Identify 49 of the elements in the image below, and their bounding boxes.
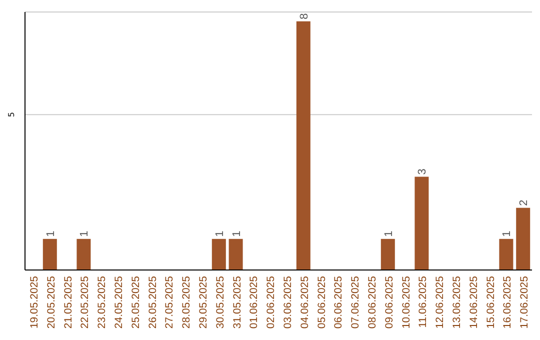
- x-tick-label: 23.05.2025: [96, 276, 108, 329]
- x-tick-label: 01.06.2025: [248, 276, 260, 329]
- bar: [414, 176, 429, 270]
- bar: [212, 238, 226, 270]
- y-tick-label: 5: [7, 112, 16, 118]
- bar: [42, 238, 57, 270]
- bar: [380, 238, 395, 270]
- data-label: 3: [416, 168, 429, 175]
- bar: [76, 238, 91, 270]
- x-tick-label: 25.05.2025: [130, 276, 142, 329]
- x-tick-label: 04.06.2025: [298, 276, 311, 329]
- x-tick-label: 07.06.2025: [350, 276, 362, 329]
- bar: [228, 238, 243, 270]
- x-tick-label: 31.05.2025: [231, 276, 244, 329]
- x-tick-label: 20.05.2025: [45, 276, 58, 329]
- x-tick-label: 24.05.2025: [112, 276, 125, 329]
- data-label: 1: [501, 230, 514, 237]
- x-tick-label: 27.05.2025: [164, 276, 176, 329]
- x-tick-label: 02.06.2025: [265, 276, 278, 329]
- x-tick-label: 30.05.2025: [214, 276, 226, 329]
- x-tick-label: 11.06.2025: [417, 276, 430, 328]
- data-label: 1: [44, 230, 57, 237]
- data-label: 8: [298, 13, 310, 20]
- data-label: 1: [230, 230, 243, 237]
- x-tick-label: 10.06.2025: [400, 276, 412, 329]
- x-tick-label: 14.06.2025: [468, 276, 480, 329]
- x-tick-label: 12.06.2025: [434, 276, 446, 329]
- x-tick-label: 08.06.2025: [366, 276, 378, 329]
- data-label: 1: [382, 230, 395, 237]
- x-tick-label: 26.05.2025: [146, 276, 159, 329]
- x-tick-label: 22.05.2025: [79, 276, 92, 329]
- bar: [516, 208, 530, 270]
- x-tick-label: 21.05.2025: [62, 276, 74, 329]
- x-tick-label: 09.06.2025: [383, 276, 396, 329]
- data-label: 2: [518, 200, 530, 206]
- x-tick-label: 05.06.2025: [316, 276, 328, 329]
- x-tick-label: 17.06.2025: [518, 276, 531, 329]
- x-tick-label: 03.06.2025: [282, 276, 294, 329]
- x-tick-label: 16.06.2025: [502, 276, 514, 329]
- x-tick-label: 28.05.2025: [180, 276, 193, 329]
- x-tick-label: 15.06.2025: [484, 276, 497, 329]
- data-label: 1: [214, 230, 226, 237]
- data-label: 1: [78, 230, 91, 237]
- x-tick-label: 29.05.2025: [197, 276, 210, 329]
- x-tick-label: 19.05.2025: [28, 276, 40, 329]
- bar: [296, 21, 310, 270]
- x-tick-label: 06.06.2025: [332, 276, 345, 329]
- bar: [499, 238, 514, 270]
- x-tick-label: 13.06.2025: [450, 276, 463, 329]
